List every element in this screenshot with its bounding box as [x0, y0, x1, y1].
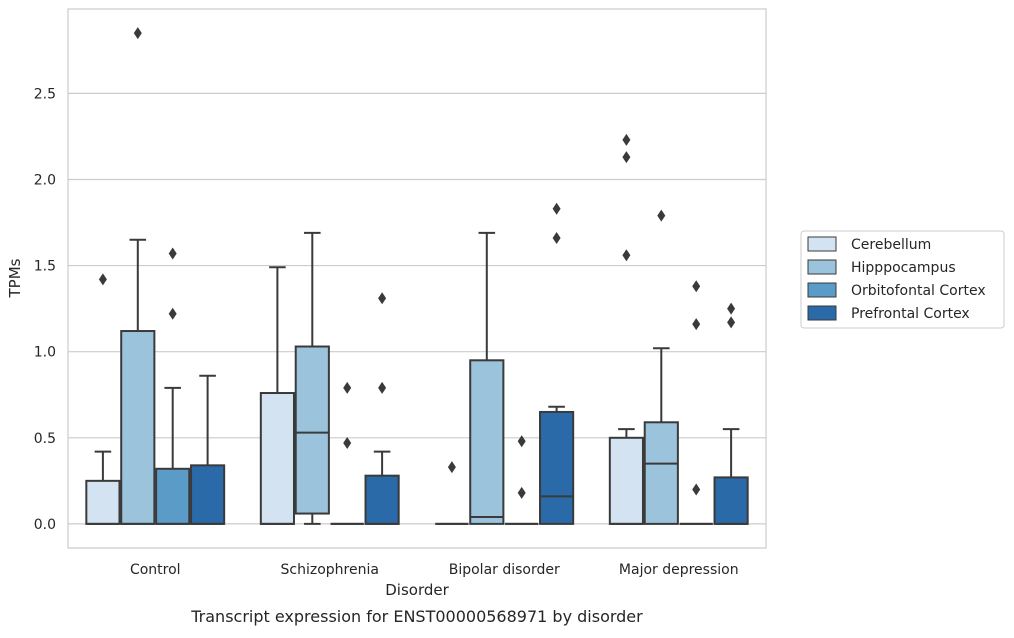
legend-frame [800, 230, 1005, 329]
outlier-point [168, 307, 177, 320]
x-tick-label: Control [130, 562, 181, 578]
box-body [539, 410, 575, 525]
box-hipppocampus [643, 209, 679, 525]
y-axis-ticks: 0.0 0.5 1.0 1.5 2.0 2.5 [34, 86, 56, 533]
legend-label: Cerebellum [851, 237, 931, 253]
box-prefrontal-cortex [713, 302, 749, 525]
box-body [85, 479, 121, 525]
x-tick-label: Major depression [619, 562, 739, 578]
y-tick-label: 2.5 [34, 86, 56, 102]
box-cerebellum [435, 461, 469, 525]
outlier-point [98, 273, 107, 286]
legend-label: Prefrontal Cortex [851, 306, 970, 322]
outlier-point [133, 27, 142, 40]
x-tick-label: Schizophrenia [281, 562, 379, 578]
y-tick-label: 0.5 [34, 431, 56, 447]
box-body [713, 476, 749, 525]
outlier-point [692, 483, 701, 496]
box-body [120, 330, 156, 525]
box-body [469, 359, 505, 525]
box-orbitofontal-cortex [679, 280, 713, 525]
box-body [259, 392, 295, 525]
figure-caption: Transcript expression for ENST0000056897… [190, 607, 643, 626]
box-orbitofontal-cortex [155, 247, 191, 525]
box-body [608, 436, 644, 525]
x-axis-ticks: Control Schizophrenia Bipolar disorder Majo… [130, 562, 739, 578]
y-tick-label: 1.5 [34, 259, 56, 275]
outlier-point [343, 436, 352, 449]
outlier-point [517, 486, 526, 499]
outlier-point [552, 202, 561, 215]
outlier-point [622, 133, 631, 146]
y-tick-label: 0.0 [34, 517, 56, 533]
outlier-point [657, 209, 666, 222]
y-tick-label: 1.0 [34, 345, 56, 361]
outlier-point [692, 318, 701, 331]
box-cerebellum [608, 133, 644, 525]
box-hipppocampus [294, 231, 330, 525]
legend-swatch [807, 259, 837, 275]
box-body [294, 345, 330, 515]
legend-label: Orbitofontal Cortex [851, 283, 986, 299]
outlier-point [622, 151, 631, 164]
y-tick-label: 2.0 [34, 172, 56, 188]
box-body [155, 467, 191, 525]
box-orbitofontal-cortex [330, 381, 364, 525]
outlier-point [343, 381, 352, 394]
outlier-point [552, 232, 561, 245]
outlier-point [622, 249, 631, 262]
x-tick-label: Bipolar disorder [449, 562, 560, 578]
outlier-point [168, 247, 177, 260]
box-hipppocampus [120, 27, 156, 525]
outlier-point [727, 316, 736, 329]
legend: Cerebellum Hipppocampus Orbitofontal Corte… [800, 230, 1005, 329]
box-prefrontal-cortex [364, 292, 400, 525]
box-prefrontal-cortex [190, 374, 226, 525]
x-axis-label: Disorder [385, 581, 449, 599]
legend-swatch [807, 282, 837, 298]
plot-frame [67, 8, 767, 549]
box-orbitofontal-cortex [505, 435, 539, 525]
outlier-point [378, 381, 387, 394]
outlier-point [517, 435, 526, 448]
outlier-point [447, 461, 456, 474]
legend-swatch [807, 236, 837, 252]
outlier-point [692, 280, 701, 293]
legend-swatch [807, 305, 837, 321]
box-body [190, 464, 226, 525]
box-prefrontal-cortex [539, 202, 575, 525]
outlier-point [727, 302, 736, 315]
box-body [364, 474, 400, 525]
legend-label: Hipppocampus [851, 260, 956, 276]
y-axis-label: TPMs [6, 258, 24, 298]
boxes [85, 27, 749, 525]
box-cerebellum [259, 266, 295, 525]
box-cerebellum [85, 273, 121, 525]
outlier-point [378, 292, 387, 305]
box-hipppocampus [469, 231, 505, 525]
box-body [643, 421, 679, 525]
